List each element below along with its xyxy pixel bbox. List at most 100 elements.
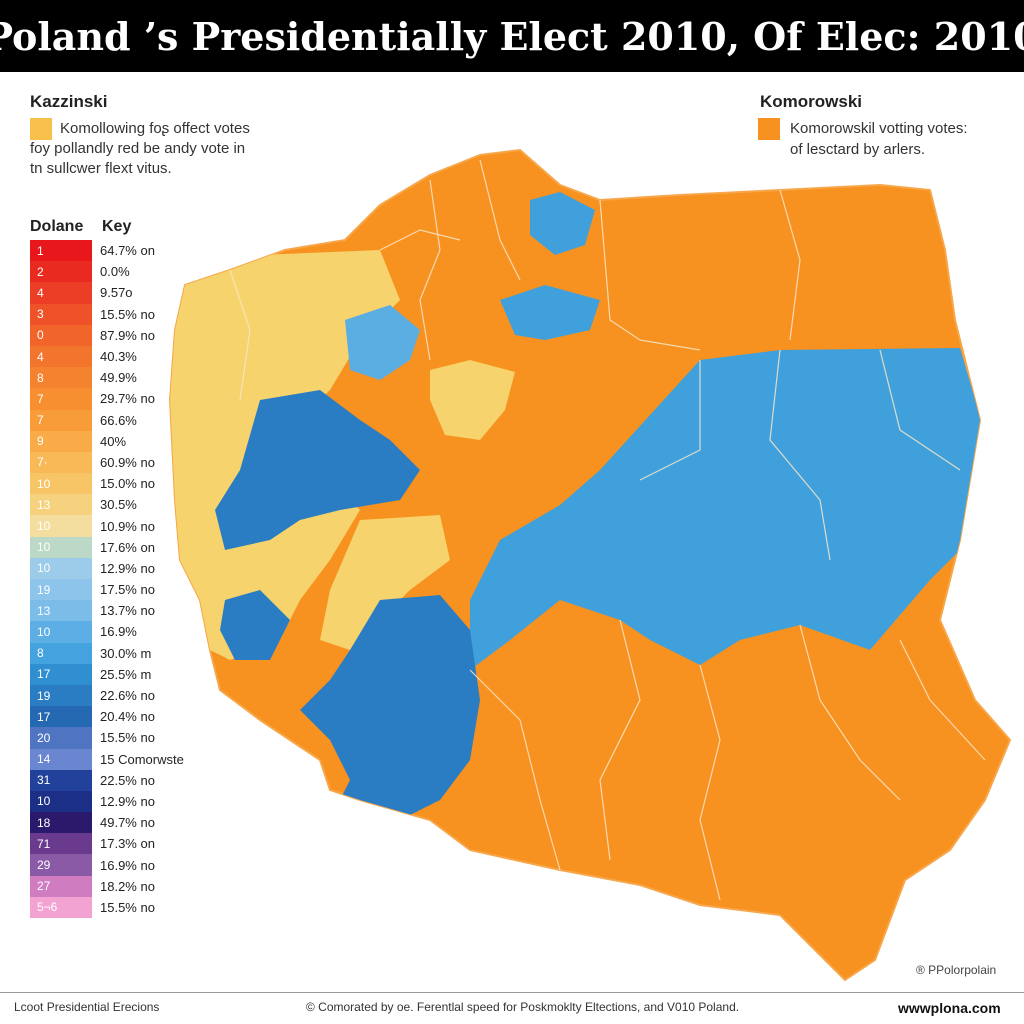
key-swatch: 7 <box>30 388 92 410</box>
region-east-blue <box>470 348 990 670</box>
key-value: 64.7% on <box>100 243 155 259</box>
key-value: 60.9% no <box>100 454 155 470</box>
key-swatch: 14 <box>30 748 92 770</box>
kaczynski-legend-line-1: Komollowing foʂ offect votes <box>60 120 250 137</box>
key-row: 9 40% <box>30 430 210 452</box>
key-row: 19 22.6% no <box>30 684 210 707</box>
kaczynski-legend-line-2: foy pollandly red be andy vote in <box>30 140 246 157</box>
key-value: 87.9% no <box>100 327 155 343</box>
key-rows: 1 64.7% on 2 0.0% 4 9.57o 3 15.5% no 0 87.9% no 4 4… <box>30 240 210 918</box>
key-swatch: 13 <box>30 600 92 622</box>
key-row: 5¬6 15.5% no <box>30 896 210 918</box>
region-borders <box>229 159 986 901</box>
key-row: 4 40.3% <box>30 345 210 368</box>
key-row: 10 10.9% no <box>30 515 210 537</box>
key-swatch: 27 <box>30 875 92 897</box>
region-west-blue-strip <box>220 590 290 660</box>
region-northwest-blue <box>345 305 420 380</box>
footer-left: Lcoot Presidential Erecions <box>14 1000 160 1014</box>
region-north-blue-1 <box>530 192 595 255</box>
key-value: 30.5% <box>100 497 137 513</box>
key-value: 40.3% <box>100 349 137 365</box>
key-value: 17.5% no <box>100 582 155 598</box>
key-row: 13 13.7% no <box>30 600 210 622</box>
key-swatch: 13 <box>30 494 92 516</box>
key-value: 15 Comorwste <box>100 751 184 767</box>
key-value: 9.57o <box>100 285 133 301</box>
region-north-blue-2 <box>500 285 600 340</box>
key-row: 17 25.5% m <box>30 663 210 685</box>
key-row: 29 16.9% no <box>30 854 210 876</box>
key-swatch: 4 <box>30 282 92 304</box>
key-swatch: 7· <box>30 451 92 474</box>
key-row: 10 16.9% <box>30 621 210 643</box>
key-value: 29.7% no <box>100 391 155 407</box>
key-swatch: 19 <box>30 684 92 707</box>
key-row: 17 20.4% no <box>30 706 210 728</box>
key-header-left: Dolane <box>30 218 84 235</box>
key-row: 1 64.7% on <box>30 240 210 262</box>
map-credit: ® PPolorpolain <box>916 963 997 977</box>
key-row: 10 12.9% no <box>30 790 210 813</box>
key-swatch: 29 <box>30 854 92 876</box>
region-central-blue <box>215 390 420 550</box>
key-value: 17.3% on <box>100 836 155 852</box>
region-south-yellow <box>320 515 450 650</box>
key-swatch: 3 <box>30 303 92 325</box>
key-row: 10 12.9% no <box>30 557 210 579</box>
key-row: 7 66.6% <box>30 409 210 431</box>
key-value: 22.6% no <box>100 688 155 704</box>
key-header-right: Key <box>102 218 132 235</box>
key-row: 8 30.0% m <box>30 642 210 664</box>
kaczynski-legend-heading: Kazzinski <box>30 92 108 111</box>
key-row: 19 17.5% no <box>30 579 210 601</box>
footer-center: © Comorated by oe. Ferentlal speed for P… <box>306 1000 740 1014</box>
key-value: 25.5% m <box>100 666 152 682</box>
key-value: 15.5% no <box>100 730 155 746</box>
key-value: 17.6% on <box>100 539 155 555</box>
key-swatch: 10 <box>30 621 92 643</box>
key-value: 13.7% no <box>100 603 155 619</box>
key-value: 18.2% no <box>100 878 155 894</box>
kaczynski-legend-line-3: tn sullcwer flext vitus. <box>30 160 172 177</box>
key-swatch: 17 <box>30 706 92 728</box>
key-row: 27 18.2% no <box>30 875 210 897</box>
key-row: 14 15 Comorwste <box>30 748 210 770</box>
key-row: 0 87.9% no <box>30 324 210 346</box>
footer-website-link[interactable]: wwwplona.com <box>898 1000 1001 1016</box>
key-swatch: 7 <box>30 409 92 431</box>
key-swatch: 1 <box>30 240 92 262</box>
key-value: 15.0% no <box>100 476 155 492</box>
footer-divider <box>0 992 1024 993</box>
key-swatch: 0 <box>30 324 92 346</box>
key-row: 3 15.5% no <box>30 303 210 325</box>
key-swatch: 10 <box>30 515 92 537</box>
komorowski-legend-line-2: of lesctard by arlers. <box>790 141 926 158</box>
komorowski-legend-line-1: Komorowskil votting votes: <box>790 120 968 137</box>
key-row: 7 29.7% no <box>30 388 210 410</box>
key-row: 8 49.9% <box>30 367 210 389</box>
key-value: 0.0% <box>100 264 130 280</box>
key-swatch: 71 <box>30 833 92 855</box>
key-swatch: 19 <box>30 579 92 601</box>
key-swatch: 10 <box>30 536 92 558</box>
key-value: 66.6% <box>100 412 137 428</box>
key-value: 15.5% no <box>100 306 155 322</box>
key-value: 20.4% no <box>100 709 155 725</box>
key-swatch: 17 <box>30 663 92 685</box>
key-value: 30.0% m <box>100 645 152 661</box>
key-swatch: 31 <box>30 769 92 791</box>
key-swatch: 5¬6 <box>30 896 92 918</box>
region-center-yellow <box>430 360 515 440</box>
komorowski-legend-heading: Komorowski <box>760 92 863 111</box>
key-row: 10 17.6% on <box>30 536 210 558</box>
key-swatch: 8 <box>30 367 92 389</box>
key-row: 13 30.5% <box>30 494 210 516</box>
key-swatch: 18 <box>30 812 92 834</box>
key-value: 40% <box>100 433 127 449</box>
kaczynski-legend-swatch <box>30 118 52 140</box>
key-value: 12.9% no <box>100 560 155 576</box>
key-swatch: 10 <box>30 790 92 813</box>
key-row: 31 22.5% no <box>30 769 210 791</box>
